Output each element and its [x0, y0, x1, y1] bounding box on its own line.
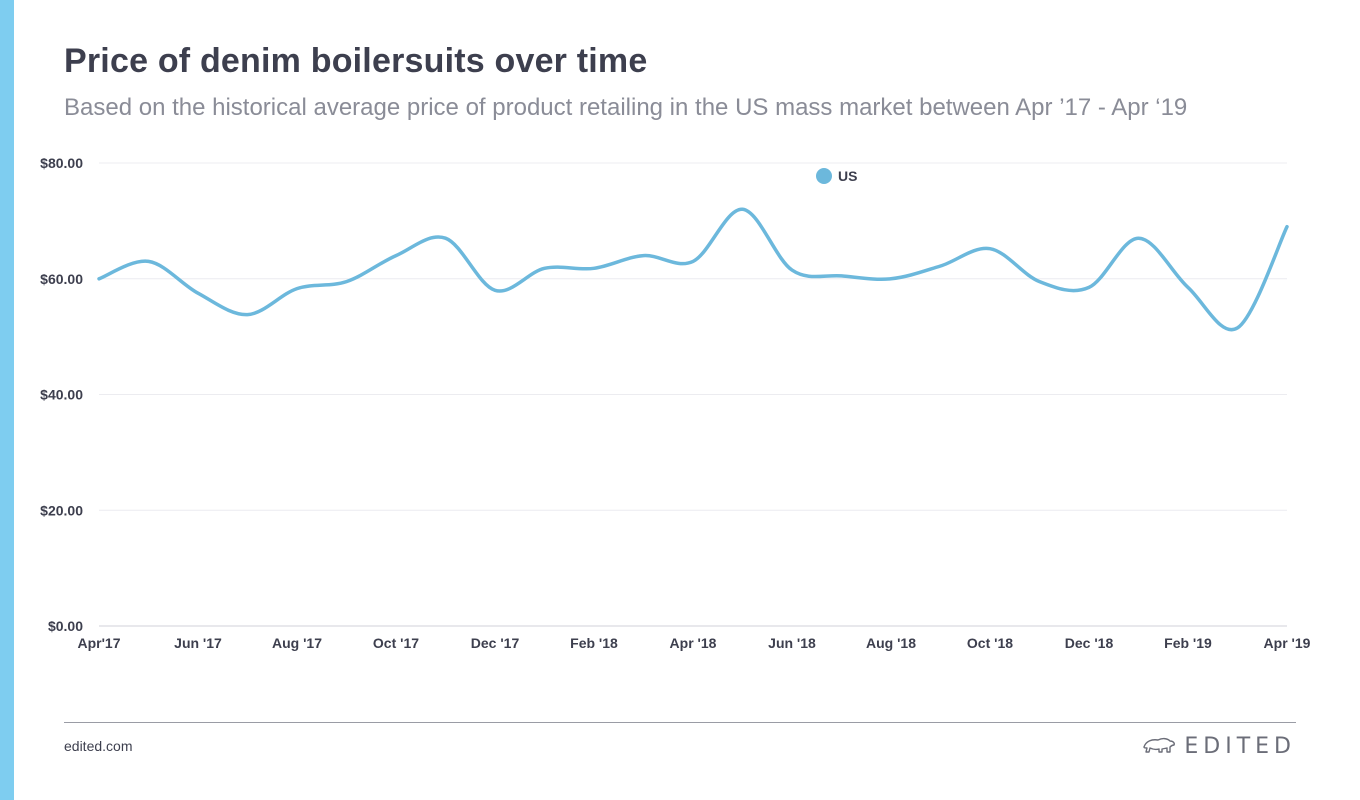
data-point[interactable] — [589, 263, 599, 273]
line-chart: $0.00 $20.00 $40.00 $60.00 $80.00 Apr'17 Jun … — [40, 155, 1310, 651]
footer-site-link[interactable]: edited.com — [64, 738, 133, 754]
data-point[interactable] — [391, 251, 401, 261]
x-tick-label: Dec '18 — [1065, 635, 1114, 651]
brand-wordmark: EDITED — [1184, 734, 1296, 759]
x-tick-label: Oct '18 — [967, 635, 1013, 651]
data-point[interactable] — [1134, 233, 1144, 243]
data-point[interactable] — [94, 274, 104, 284]
x-tick-label: Feb '19 — [1164, 635, 1212, 651]
data-point[interactable] — [1282, 222, 1292, 232]
x-tick-label: Aug '17 — [272, 635, 322, 651]
data-point[interactable] — [243, 310, 253, 320]
series-layer — [94, 204, 1292, 333]
brand-logo: EDITED — [1142, 733, 1296, 760]
x-tick-label: Aug '18 — [866, 635, 916, 651]
data-point[interactable] — [688, 256, 698, 266]
chart-title: Price of denim boilersuits over time — [64, 42, 648, 80]
x-axis-ticks: Apr'17 Jun '17 Aug '17 Oct '17 Dec '17 Feb '1… — [77, 635, 1310, 651]
data-point[interactable] — [144, 256, 154, 266]
data-point[interactable] — [1183, 282, 1193, 292]
data-point[interactable] — [1233, 323, 1243, 333]
polar-bear-icon — [1142, 733, 1176, 760]
gridlines — [99, 162, 1287, 627]
data-point[interactable] — [738, 204, 748, 214]
y-tick-label: $80.00 — [40, 155, 83, 171]
data-point[interactable] — [1084, 282, 1094, 292]
data-point[interactable] — [342, 277, 352, 287]
series-line-us[interactable] — [97, 207, 1289, 332]
data-point[interactable] — [837, 271, 847, 281]
footer-divider — [64, 722, 1296, 723]
legend-marker — [816, 168, 832, 184]
y-tick-label: $0.00 — [48, 618, 83, 634]
x-tick-label: Dec '17 — [471, 635, 520, 651]
data-point[interactable] — [490, 285, 500, 295]
y-tick-label: $40.00 — [40, 387, 83, 403]
data-point[interactable] — [985, 244, 995, 254]
x-tick-label: Apr '18 — [670, 635, 717, 651]
data-point[interactable] — [639, 251, 649, 261]
y-axis-ticks: $0.00 $20.00 $40.00 $60.00 $80.00 — [40, 155, 83, 634]
x-tick-label: Apr '19 — [1264, 635, 1311, 651]
chart-subtitle: Based on the historical average price of… — [64, 94, 1188, 121]
data-point[interactable] — [540, 263, 550, 273]
x-tick-label: Oct '17 — [373, 635, 419, 651]
data-point[interactable] — [787, 265, 797, 275]
legend-label: US — [838, 168, 857, 184]
y-tick-label: $20.00 — [40, 502, 83, 518]
data-point[interactable] — [441, 233, 451, 243]
y-tick-label: $60.00 — [40, 271, 83, 287]
x-tick-label: Jun '17 — [174, 635, 222, 651]
x-tick-label: Jun '18 — [768, 635, 816, 651]
data-point[interactable] — [1035, 277, 1045, 287]
data-point[interactable] — [292, 284, 302, 294]
legend[interactable]: US — [816, 168, 857, 184]
x-tick-label: Apr'17 — [77, 635, 120, 651]
data-point[interactable] — [193, 288, 203, 298]
data-point[interactable] — [886, 274, 896, 284]
x-tick-label: Feb '18 — [570, 635, 618, 651]
data-point[interactable] — [936, 261, 946, 271]
accent-side-bar — [0, 0, 14, 800]
